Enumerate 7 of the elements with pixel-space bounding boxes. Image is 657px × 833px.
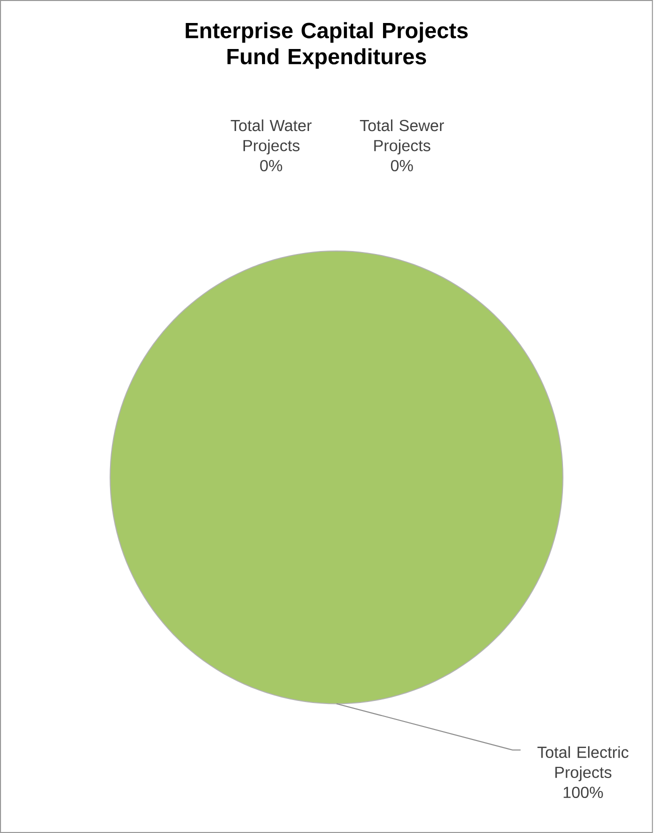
category-label: Total Water Projects — [230, 119, 312, 154]
data-label: 100% — [564, 786, 604, 798]
chart-title: Enterprise Capital Projects Fund Expenditures — [186, 22, 468, 69]
text: 0% — [391, 160, 414, 172]
category-label: Total Sewer Projects — [360, 119, 444, 154]
slice-label: Total Electric Projects — [538, 746, 629, 782]
text: 0% — [260, 160, 282, 172]
